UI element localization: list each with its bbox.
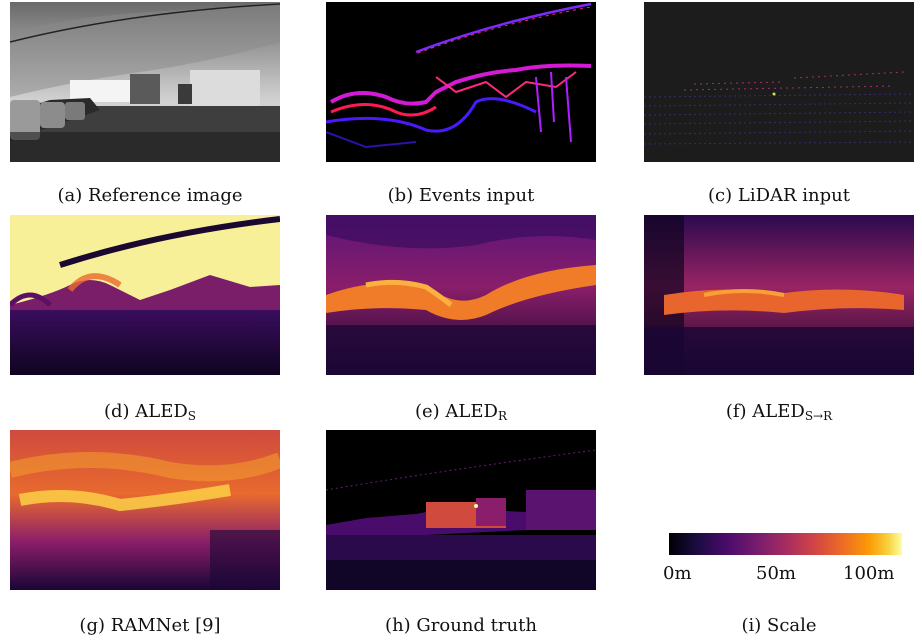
caption-e: (e) ALEDR xyxy=(414,401,507,423)
lidar-input-image xyxy=(644,2,914,162)
aled-r-depth-image xyxy=(326,215,596,375)
caption-i: (i) Scale xyxy=(741,615,817,636)
scale-tick-50: 50m xyxy=(756,563,796,584)
ground-truth-depth-image xyxy=(326,430,596,590)
reference-image xyxy=(10,2,280,162)
aled-s-to-r-depth-image xyxy=(644,215,914,375)
caption-a: (a) Reference image xyxy=(57,185,243,206)
caption-b: (b) Events input xyxy=(387,185,535,206)
caption-c: (c) LiDAR input xyxy=(708,185,850,206)
scale-tick-100: 100m xyxy=(843,563,895,584)
caption-h: (h) Ground truth xyxy=(385,615,537,636)
depth-colorbar xyxy=(669,533,902,555)
ramnet-depth-image xyxy=(10,430,280,590)
events-input-image xyxy=(326,2,596,162)
aled-s-depth-image xyxy=(10,215,280,375)
caption-f: (f) ALEDS→R xyxy=(725,401,833,423)
caption-g: (g) RAMNet [9] xyxy=(79,615,221,636)
caption-d: (d) ALEDS xyxy=(103,401,197,423)
scale-tick-0: 0m xyxy=(663,563,692,584)
